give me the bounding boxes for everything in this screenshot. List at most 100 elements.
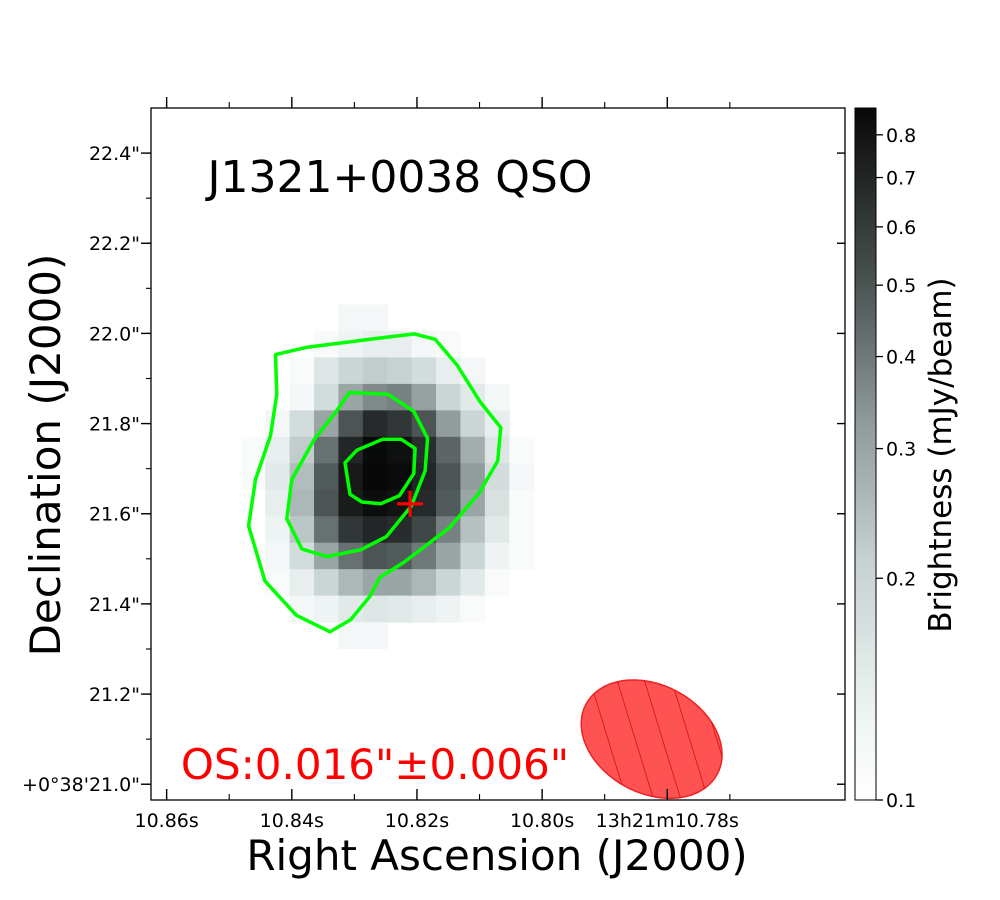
heatmap-pixel [289,410,315,438]
y-tick-label: 21.8" [89,414,140,436]
heatmap-pixel [509,436,535,464]
y-tick-label: 21.4" [89,594,140,616]
heatmap-pixel [484,489,510,517]
heatmap-pixel [411,383,437,411]
heatmap-pixel [411,569,437,597]
heatmap-pixel [314,463,340,491]
chart-title: J1321+0038 QSO [205,152,593,203]
colorbar-tick-label: 0.2 [886,568,916,590]
heatmap-pixel [484,542,510,570]
heatmap-pixel [436,595,462,623]
heatmap-pixel [314,383,340,411]
x-tick-label: 13h21m10.78s [596,810,739,832]
heatmap-pixel [387,569,413,597]
heatmap-pixel [460,410,486,438]
y-tick-label: 21.2" [89,684,140,706]
colorbar-label: Brightness (mJy/beam) [923,277,959,632]
colorbar-tick-label: 0.6 [886,217,916,239]
heatmap-pixel [460,542,486,570]
heatmap-pixel [289,383,315,411]
colorbar-tick-label: 0.1 [886,790,916,812]
heatmap-pixel [436,489,462,517]
heatmap-pixel [265,410,291,438]
heatmap-pixel [265,569,291,597]
heatmap-pixel [289,569,315,597]
heatmap-pixel [314,357,340,385]
heatmap-pixel [484,516,510,544]
heatmap-pixel [362,383,388,411]
x-tick-label: 10.84s [260,810,324,832]
heatmap-pixel [338,357,364,385]
colorbar-tick-label: 0.3 [886,439,916,461]
colorbar-tick-label: 0.7 [886,168,916,190]
heatmap-pixel [436,463,462,491]
y-tick-label: 22.2" [89,233,140,255]
heatmap-pixel [509,516,535,544]
heatmap-pixel [509,489,535,517]
heatmap-pixel [460,569,486,597]
heatmap-pixel [411,357,437,385]
heatmap-pixel [314,436,340,464]
x-tick-label: 10.80s [510,810,574,832]
heatmap-pixel [509,542,535,570]
heatmap-pixel [387,595,413,623]
beam-ellipse [580,679,723,800]
heatmap-pixel [509,463,535,491]
colorbar-gradient [854,107,877,801]
heatmap-pixel [411,595,437,623]
heatmap-pixel [484,383,510,411]
heatmap-pixel [460,436,486,464]
x-tick-label: 10.86s [134,810,198,832]
heatmap-pixel [314,489,340,517]
contour-lines [246,332,503,634]
heatmap-pixel [338,542,364,570]
heatmap-pixel [362,357,388,385]
y-axis-label: Declination (J2000) [21,254,70,657]
heatmap-pixel [338,304,364,332]
x-tick-label: 10.82s [385,810,449,832]
heatmap-pixel [265,542,291,570]
x-axis-ticks: 10.86s 10.84s 10.82s 10.80s 13h21m10.78s [134,97,739,832]
x-axis-label: Right Ascension (J2000) [246,831,747,880]
y-tick-label: 21.6" [89,504,140,526]
heatmap-pixel [338,569,364,597]
heatmap-pixel [362,304,388,332]
heatmap-pixel [387,463,413,491]
heatmap-pixel [289,357,315,385]
heatmap-pixel [460,516,486,544]
heatmap-pixel [484,569,510,597]
heatmap-pixel [460,595,486,623]
source-marker [397,490,424,517]
contour-level-1 [246,332,503,634]
offset-label: OS:0.016"±0.006" [181,740,569,789]
heatmap-pixel [362,463,388,491]
beam-hatch [581,679,723,799]
y-tick-label: 22.0" [89,323,140,345]
heatmap-pixel [314,569,340,597]
heatmap-pixel [387,410,413,438]
y-axis-ticks: +0°38'21.0" 21.2" 21.4" 21.6" 21.8" 22.0" 22.2… [22,143,845,796]
heatmap-pixel [387,436,413,464]
y-tick-label: +0°38'21.0" [22,774,140,796]
y-tick-label: 22.4" [89,143,140,165]
heatmap-pixel [436,357,462,385]
colorbar: 0.1 0.2 0.3 0.4 0.5 0.6 0.7 0.8 Brightness (mJy… [854,107,959,812]
heatmap-pixel [436,542,462,570]
heatmap-pixel [387,357,413,385]
heatmap-pixel [338,463,364,491]
heatmap-pixel [338,622,364,650]
heatmap-pixel [338,516,364,544]
colorbar-ticks: 0.1 0.2 0.3 0.4 0.5 0.6 0.7 0.8 [876,125,916,812]
heatmap-pixel [338,410,364,438]
heatmap-pixel [460,357,486,385]
colorbar-tick-label: 0.4 [886,347,916,369]
heatmap-pixel [362,410,388,438]
contour-level-3 [343,437,417,506]
plot-area: 10.86s 10.84s 10.82s 10.80s 13h21m10.78s +0°… [22,97,846,832]
heatmap-pixel [314,516,340,544]
heatmap-pixel [436,436,462,464]
heatmap-pixel [289,489,315,517]
heatmap-pixel [436,569,462,597]
heatmap-pixel [436,410,462,438]
